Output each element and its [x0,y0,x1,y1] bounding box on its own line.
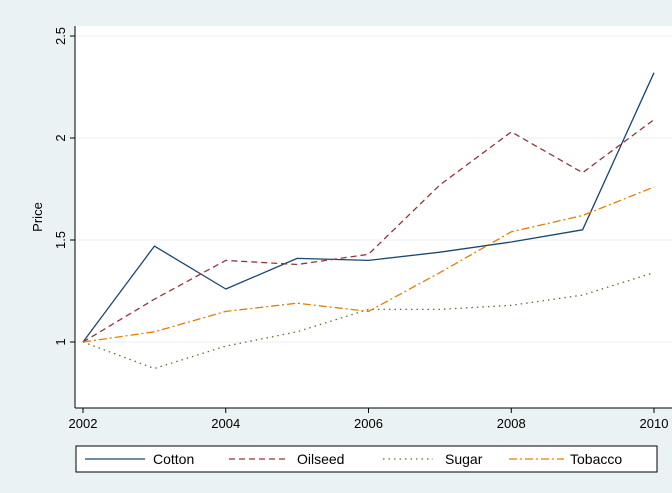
y-tick-label: 2.5 [53,27,68,45]
series-line-tobacco [82,186,655,343]
grid-lines [75,35,672,343]
legend-label-tobacco: Tobacco [570,451,622,467]
y-tick-label: 1.5 [53,231,68,249]
plot-area [75,26,672,408]
x-tick-label: 2004 [211,416,240,431]
y-axis-ticks: 1 1.5 2 2.5 [53,27,75,346]
legend: Cotton Oilseed Sugar Tobacco [75,445,658,473]
legend-label-cotton: Cotton [153,451,194,467]
legend-label-sugar: Sugar [445,451,483,467]
series-line-oilseed [82,119,655,343]
x-tick-label: 2008 [497,416,526,431]
x-axis-ticks: 2002 2004 2006 2008 2010 [69,408,669,431]
y-tick-label: 2 [53,134,68,141]
x-tick-label: 2010 [640,416,669,431]
x-tick-label: 2006 [354,416,383,431]
x-tick-label: 2002 [69,416,98,431]
series-line-cotton [82,72,655,343]
y-axis-label: Price [30,202,45,232]
y-tick-label: 1 [53,338,68,345]
series-lines [82,72,655,370]
legend-label-oilseed: Oilseed [297,451,344,467]
